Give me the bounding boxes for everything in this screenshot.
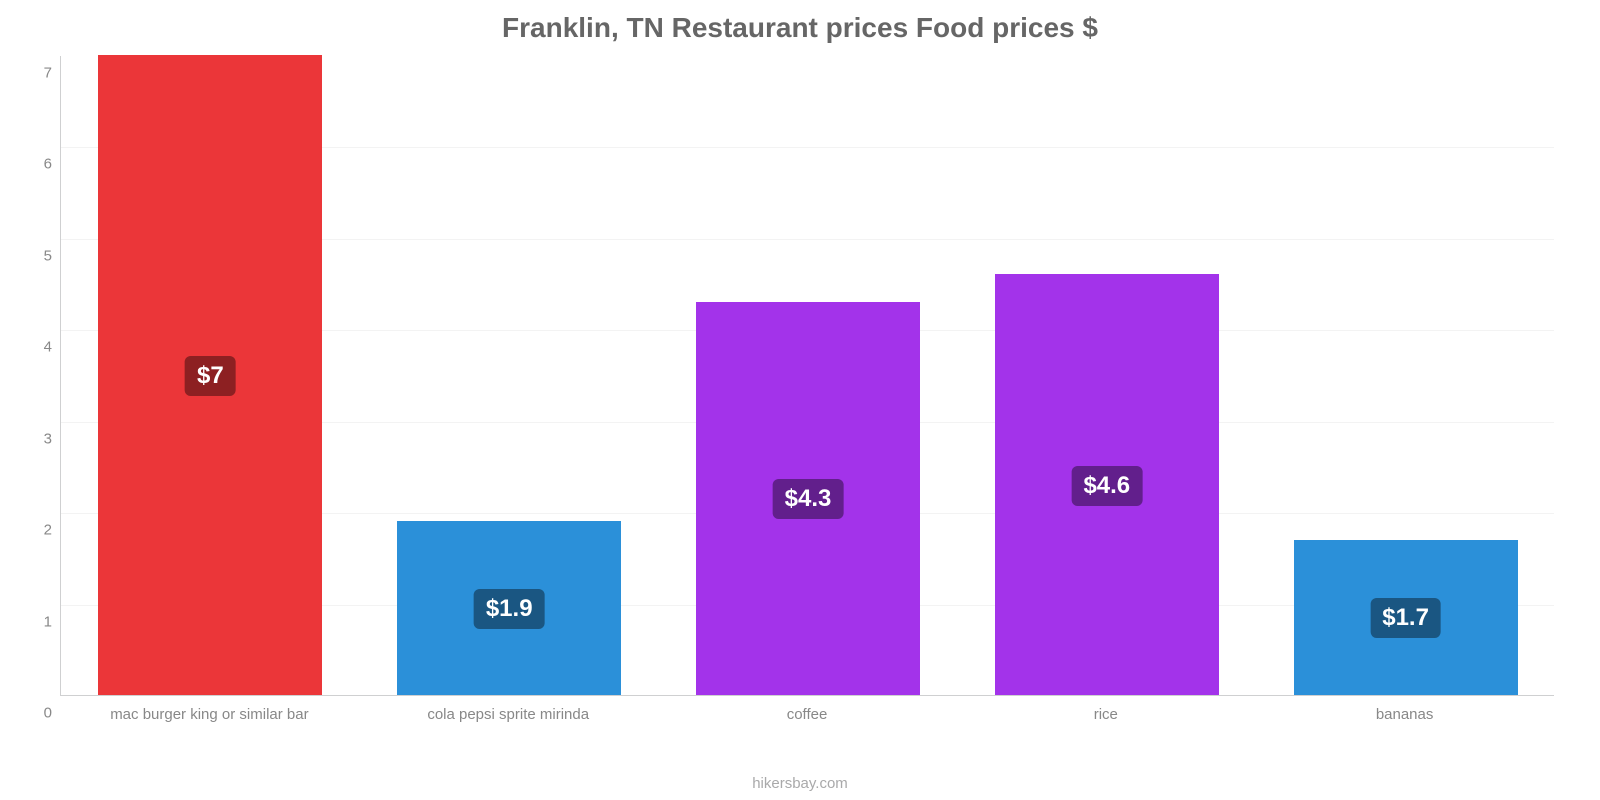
x-tick-label: mac burger king or similar bar (110, 706, 308, 723)
y-tick-label: 3 (30, 430, 52, 447)
value-label: $7 (185, 356, 236, 396)
value-label: $4.3 (773, 479, 844, 519)
x-axis-labels: mac burger king or similar bar cola pepsi… (60, 706, 1554, 756)
chart-title: Franklin, TN Restaurant prices Food pric… (0, 12, 1600, 44)
y-tick-label: 2 (30, 522, 52, 539)
y-tick-label: 0 (30, 705, 52, 722)
y-tick-label: 7 (30, 65, 52, 82)
y-tick-label: 5 (30, 247, 52, 264)
value-label: $4.6 (1071, 466, 1142, 506)
x-tick-label: bananas (1376, 706, 1434, 723)
plot-area: $7 $1.9 $4.3 $4.6 $1.7 (60, 56, 1554, 696)
value-label: $1.7 (1370, 598, 1441, 638)
value-label: $1.9 (474, 589, 545, 629)
y-tick-label: 1 (30, 613, 52, 630)
y-tick-label: 4 (30, 339, 52, 356)
credit-text: hikersbay.com (0, 775, 1600, 792)
chart-container: Franklin, TN Restaurant prices Food pric… (0, 0, 1600, 800)
x-tick-label: coffee (787, 706, 828, 723)
x-tick-label: rice (1094, 706, 1118, 723)
x-tick-label: cola pepsi sprite mirinda (427, 706, 589, 723)
y-tick-label: 6 (30, 156, 52, 173)
